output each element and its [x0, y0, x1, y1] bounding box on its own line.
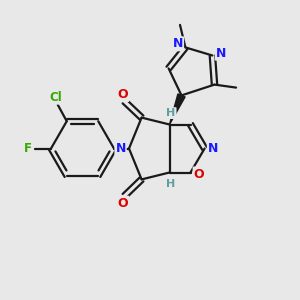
Text: O: O: [118, 88, 128, 101]
Text: O: O: [194, 167, 204, 181]
Polygon shape: [169, 94, 185, 124]
Text: H: H: [167, 108, 176, 118]
Text: N: N: [208, 142, 218, 155]
Text: N: N: [116, 142, 126, 155]
Text: N: N: [216, 46, 226, 60]
Text: O: O: [118, 196, 128, 210]
Text: Cl: Cl: [50, 91, 63, 104]
Text: H: H: [167, 179, 176, 189]
Text: F: F: [24, 142, 32, 155]
Text: N: N: [173, 37, 183, 50]
